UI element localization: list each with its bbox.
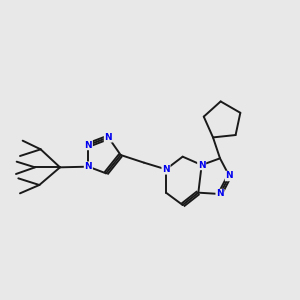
Text: N: N [104, 133, 112, 142]
Text: N: N [198, 160, 206, 169]
Text: N: N [162, 165, 170, 174]
Text: N: N [226, 172, 233, 181]
Text: N: N [216, 190, 224, 199]
Text: N: N [85, 140, 92, 149]
Text: N: N [85, 162, 92, 171]
